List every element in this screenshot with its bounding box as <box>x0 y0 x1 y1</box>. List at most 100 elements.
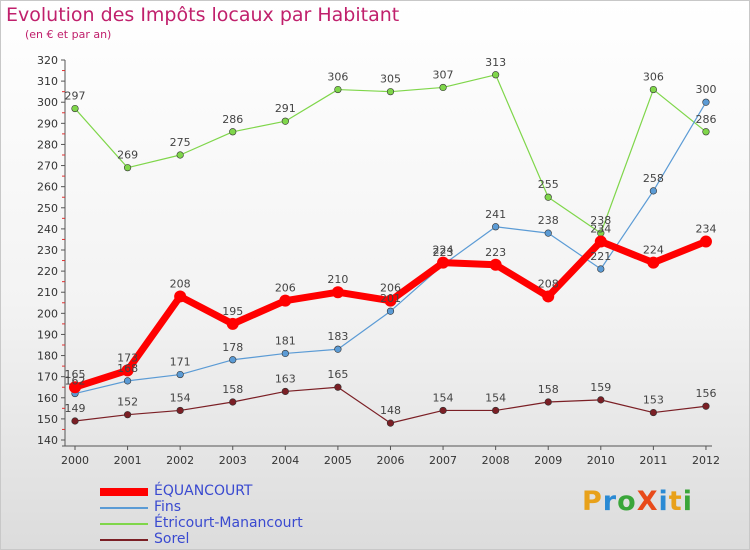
y-tick-label: 270 <box>37 160 58 173</box>
data-label-etricourt-manancourt: 286 <box>695 113 716 126</box>
data-point-etricourt-manancourt <box>229 128 237 136</box>
data-label-etricourt-manancourt: 313 <box>485 56 506 69</box>
data-point-fins <box>281 349 289 358</box>
y-tick-label: 280 <box>37 138 58 151</box>
data-label-sorel: 156 <box>695 387 716 400</box>
data-label-fins: 168 <box>117 362 138 375</box>
data-point-equancourt <box>489 258 502 271</box>
data-label-fins: 201 <box>380 292 401 305</box>
data-label-equancourt: 208 <box>170 277 191 290</box>
data-point-sorel <box>123 411 132 419</box>
x-tick-label: 2011 <box>639 454 667 467</box>
data-label-sorel: 158 <box>538 383 559 396</box>
data-label-etricourt-manancourt: 306 <box>327 71 348 84</box>
data-label-equancourt: 223 <box>485 246 506 259</box>
data-label-equancourt: 165 <box>65 368 86 381</box>
y-tick-label: 250 <box>37 202 58 215</box>
data-point-sorel <box>439 406 447 415</box>
data-label-sorel: 152 <box>117 396 138 409</box>
data-point-etricourt-manancourt <box>649 85 657 94</box>
axes: 140 150 160 170 180 190 200 210 220 230 240 250 260 2… <box>37 54 720 467</box>
data-point-etricourt-manancourt <box>334 85 342 94</box>
y-tick-label: 240 <box>37 223 58 236</box>
data-point-equancourt <box>331 286 344 299</box>
data-point-sorel <box>176 406 184 415</box>
legend-swatch <box>100 539 148 541</box>
data-label-etricourt-manancourt: 238 <box>590 214 611 227</box>
data-label-equancourt: 195 <box>222 305 243 318</box>
data-point-etricourt-manancourt <box>544 193 552 201</box>
data-point-fins <box>176 370 184 379</box>
data-label-etricourt-manancourt: 306 <box>643 71 664 84</box>
data-label-etricourt-manancourt: 269 <box>117 149 138 162</box>
data-label-equancourt: 224 <box>433 244 454 257</box>
data-label-sorel: 154 <box>170 391 191 404</box>
data-point-etricourt-manancourt <box>386 88 395 96</box>
logo-letter: X <box>636 486 659 517</box>
data-label-etricourt-manancourt: 275 <box>170 136 191 149</box>
legend-label: ÉQUANCOURT <box>154 483 253 499</box>
legend-label: Étricourt-Manancourt <box>154 515 303 531</box>
data-label-etricourt-manancourt: 307 <box>433 68 454 81</box>
legend-swatch <box>100 507 148 509</box>
data-label-sorel: 154 <box>485 391 506 404</box>
data-point-equancourt <box>542 290 555 303</box>
x-tick-label: 2009 <box>534 454 562 467</box>
x-tick-label: 2001 <box>114 454 142 467</box>
legend-swatch <box>100 488 148 496</box>
data-label-equancourt: 234 <box>590 223 611 236</box>
y-tick-label: 140 <box>37 434 58 447</box>
data-label-fins: 181 <box>275 334 296 347</box>
data-point-fins <box>123 377 132 385</box>
data-point-etricourt-manancourt <box>71 104 79 113</box>
y-tick-label: 220 <box>37 265 58 278</box>
data-label-fins: 238 <box>538 214 559 227</box>
data-point-fins <box>702 98 710 106</box>
data-point-etricourt-manancourt <box>492 71 500 79</box>
data-label-equancourt: 208 <box>538 277 559 290</box>
data-point-sorel <box>702 402 710 410</box>
data-point-fins <box>386 307 395 315</box>
data-label-fins: 300 <box>695 83 716 96</box>
logo-letter: t <box>668 486 683 517</box>
chart-subtitle: (en € et par an) <box>25 28 112 41</box>
data-label-fins: 241 <box>485 208 506 221</box>
data-point-equancourt <box>594 235 607 248</box>
legend-label: Sorel <box>154 531 190 547</box>
data-point-sorel <box>386 419 395 427</box>
data-label-sorel: 165 <box>327 368 348 381</box>
logo-letter: i <box>658 486 669 517</box>
labels-layer: 297 269 275 286 291 306 305 307 313 255 238 306 286 1… <box>65 56 717 417</box>
data-point-equancourt <box>647 256 660 269</box>
data-label-equancourt: 206 <box>380 282 401 295</box>
y-tick-label: 180 <box>37 350 58 363</box>
x-tick-label: 2003 <box>219 454 247 467</box>
data-point-equancourt <box>226 317 239 330</box>
line-chart: 140 150 160 170 180 190 200 210 220 230 240 250 260 2… <box>37 54 720 467</box>
data-point-equancourt <box>384 294 397 307</box>
data-point-etricourt-manancourt <box>123 164 132 172</box>
x-tick-label: 2000 <box>61 454 89 467</box>
chart-title: Evolution des Impôts locaux par Habitant <box>6 4 400 26</box>
data-label-sorel: 149 <box>65 402 86 415</box>
x-tick-label: 2008 <box>482 454 510 467</box>
data-label-sorel: 158 <box>222 383 243 396</box>
data-point-fins <box>649 187 657 195</box>
data-label-fins: 258 <box>643 172 664 185</box>
data-label-etricourt-manancourt: 255 <box>538 178 559 191</box>
data-label-fins: 178 <box>222 341 243 354</box>
logo-letter: i <box>682 486 693 517</box>
data-point-equancourt <box>699 235 712 248</box>
data-point-etricourt-manancourt <box>702 128 710 136</box>
data-label-sorel: 154 <box>433 391 454 404</box>
data-label-sorel: 159 <box>590 381 611 394</box>
data-point-fins <box>597 265 605 273</box>
data-label-equancourt: 224 <box>643 244 664 257</box>
data-point-fins <box>544 229 552 237</box>
data-label-etricourt-manancourt: 286 <box>222 113 243 126</box>
y-tick-label: 310 <box>37 75 58 88</box>
data-point-fins <box>492 223 500 231</box>
data-label-etricourt-manancourt: 305 <box>380 73 401 86</box>
data-point-sorel <box>492 406 500 415</box>
x-tick-label: 2002 <box>166 454 194 467</box>
